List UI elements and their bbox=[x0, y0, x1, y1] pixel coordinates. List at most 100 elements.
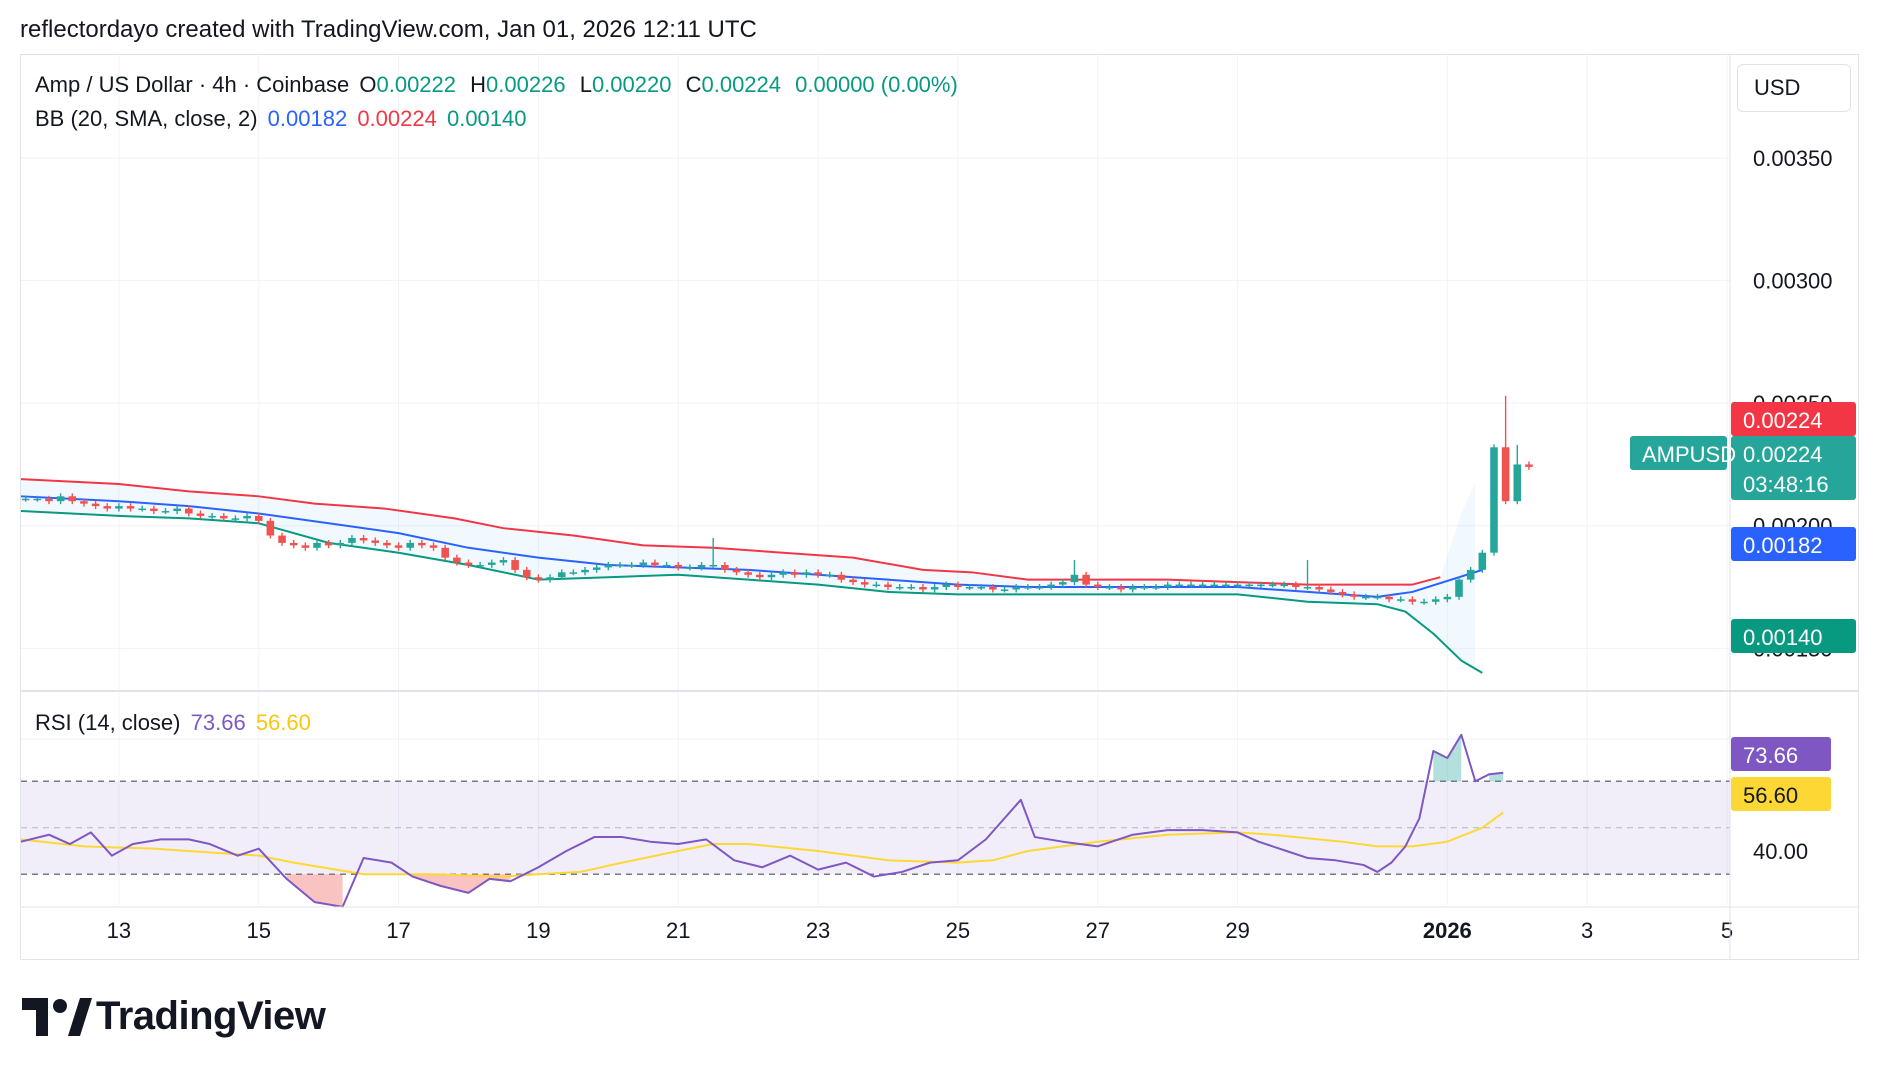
candle bbox=[627, 564, 636, 567]
candle bbox=[1513, 464, 1522, 502]
currency-button[interactable]: USD bbox=[1737, 64, 1851, 112]
candle bbox=[1338, 591, 1347, 595]
candle bbox=[185, 508, 193, 514]
candle bbox=[231, 518, 240, 520]
time-tick-label: 13 bbox=[107, 918, 131, 943]
candle bbox=[930, 587, 939, 590]
candle bbox=[441, 547, 449, 558]
candle bbox=[697, 564, 706, 568]
price-tick-label: 0.00350 bbox=[1753, 146, 1833, 171]
candle bbox=[849, 579, 857, 583]
rsi-legend[interactable]: RSI (14, close) 73.66 56.60 bbox=[35, 710, 315, 736]
candle bbox=[1361, 596, 1370, 599]
candle bbox=[802, 572, 811, 575]
time-tick-label: 2026 bbox=[1423, 918, 1472, 943]
candle bbox=[837, 574, 846, 580]
bb-lower-badge-text: 0.00140 bbox=[1743, 625, 1823, 650]
candle bbox=[289, 542, 298, 546]
candle bbox=[464, 562, 473, 565]
legend-close-label: C bbox=[685, 72, 702, 97]
candle bbox=[511, 560, 519, 570]
bb-lower-line bbox=[20, 510, 1483, 674]
candle bbox=[150, 508, 158, 512]
candle bbox=[278, 535, 286, 543]
time-tick-label: 5 bbox=[1721, 918, 1733, 943]
candle bbox=[1420, 601, 1428, 604]
candle bbox=[1408, 599, 1417, 602]
candle bbox=[1501, 447, 1510, 502]
legend-close: 0.00224 bbox=[701, 72, 782, 97]
bb-legend-basis: 0.00182 bbox=[267, 106, 348, 131]
candle bbox=[779, 572, 787, 575]
candle bbox=[546, 577, 554, 580]
candle bbox=[301, 545, 310, 548]
bb-basis-badge bbox=[1731, 527, 1856, 561]
candle bbox=[1327, 589, 1335, 592]
candle bbox=[1350, 594, 1358, 597]
legend-low-label: L bbox=[579, 72, 592, 97]
candle bbox=[1000, 589, 1009, 591]
rsi-band bbox=[21, 734, 1730, 907]
bb-basis-badge-text: 0.00182 bbox=[1743, 533, 1823, 558]
candle bbox=[1105, 587, 1114, 589]
chart-frame[interactable] bbox=[20, 54, 1859, 960]
ticker-badge bbox=[1630, 436, 1727, 470]
candle bbox=[872, 584, 881, 587]
price-badge-text: 0.00224 bbox=[1743, 442, 1823, 467]
bb-legend[interactable]: BB (20, SMA, close, 2) 0.00182 0.00224 0… bbox=[35, 106, 531, 132]
candle bbox=[196, 513, 205, 516]
candle bbox=[1478, 552, 1487, 570]
rsi-ma-line bbox=[20, 811, 1504, 878]
candle bbox=[1466, 569, 1475, 580]
rsi-legend-label[interactable]: RSI (14, close) bbox=[35, 710, 181, 735]
bb-upper-badge bbox=[1731, 402, 1856, 436]
legend-symbol[interactable]: Amp / US Dollar · 4h · Coinbase bbox=[35, 72, 350, 97]
candle bbox=[592, 567, 601, 570]
bb-legend-label[interactable]: BB (20, SMA, close, 2) bbox=[35, 106, 258, 131]
candle bbox=[1163, 584, 1172, 588]
candle bbox=[1233, 584, 1242, 587]
candle bbox=[243, 515, 251, 519]
candle bbox=[662, 564, 671, 567]
candle bbox=[33, 498, 42, 501]
axis-labels: 0.003500.003000.002500.002000.0015080.00… bbox=[107, 146, 1856, 943]
candle bbox=[219, 515, 228, 519]
candle bbox=[884, 584, 892, 588]
candle bbox=[825, 574, 834, 577]
candle bbox=[1222, 584, 1230, 587]
candle bbox=[453, 557, 461, 563]
rsi-legend-value: 73.66 bbox=[190, 710, 246, 735]
candle bbox=[639, 562, 648, 565]
legend-open-label: O bbox=[359, 72, 377, 97]
candle bbox=[1140, 587, 1149, 589]
tradingview-brand: TradingView bbox=[96, 994, 326, 1038]
candle bbox=[1303, 587, 1312, 589]
candle bbox=[1117, 587, 1125, 590]
bb-upper-badge-text: 0.00224 bbox=[1743, 408, 1823, 433]
candle bbox=[907, 587, 916, 589]
legend-high-label: H bbox=[470, 72, 487, 97]
candle bbox=[429, 545, 438, 548]
rsi-legend-ma: 56.60 bbox=[255, 710, 311, 735]
candle bbox=[103, 506, 112, 509]
price-badge-text: 03:48:16 bbox=[1743, 472, 1829, 497]
candle bbox=[977, 587, 986, 589]
candle bbox=[767, 574, 776, 578]
candle bbox=[80, 501, 88, 504]
candle bbox=[954, 584, 962, 588]
bb-legend-upper: 0.00224 bbox=[357, 106, 437, 131]
candle bbox=[1396, 599, 1405, 601]
candle bbox=[208, 515, 216, 518]
legend-high: 0.00226 bbox=[486, 72, 566, 97]
rsi-oversold-fill bbox=[286, 874, 343, 907]
time-tick-label: 23 bbox=[806, 918, 830, 943]
candle bbox=[686, 567, 694, 569]
legend-open: 0.00222 bbox=[376, 72, 457, 97]
rsi-ma-badge bbox=[1731, 777, 1831, 811]
legend-change: 0.00000 (0.00%) bbox=[795, 72, 958, 97]
candle bbox=[266, 520, 275, 536]
candle bbox=[313, 542, 321, 548]
candle bbox=[418, 542, 426, 546]
candle bbox=[1455, 579, 1463, 597]
